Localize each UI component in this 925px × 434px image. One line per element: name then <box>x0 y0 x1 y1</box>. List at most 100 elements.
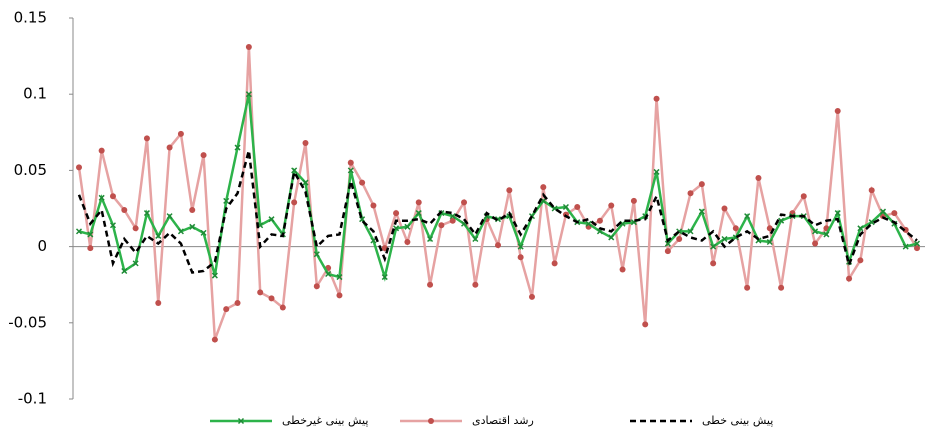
data-point <box>245 43 252 50</box>
data-point <box>732 225 739 232</box>
data-point <box>653 95 660 102</box>
series-line <box>77 46 919 340</box>
data-point <box>879 208 887 215</box>
data-point <box>653 168 660 175</box>
y-tick-label: 0.15 <box>14 9 47 27</box>
data-point <box>370 237 377 244</box>
data-point <box>449 213 456 220</box>
data-point <box>427 281 434 288</box>
data-point <box>710 243 717 250</box>
data-point <box>778 217 785 224</box>
data-point <box>211 272 218 279</box>
data-point <box>245 91 252 98</box>
data-point <box>336 274 343 281</box>
data-point <box>868 219 875 226</box>
data-point <box>302 179 309 186</box>
data-point <box>857 257 864 264</box>
data-point <box>495 242 501 249</box>
data-point <box>834 210 841 217</box>
data-point <box>177 130 184 137</box>
data-point <box>721 205 728 212</box>
data-point <box>381 274 388 281</box>
data-point <box>834 107 841 114</box>
legend-label: رشد اقتصادی <box>472 414 534 427</box>
data-point <box>223 197 230 204</box>
data-point <box>415 210 422 217</box>
data-point <box>664 240 671 247</box>
data-point <box>393 210 400 217</box>
data-point <box>200 229 207 236</box>
data-point <box>778 284 785 291</box>
data-point <box>200 152 207 159</box>
data-point <box>143 210 150 217</box>
data-point <box>415 199 422 206</box>
data-point <box>812 240 819 247</box>
data-point <box>823 231 830 238</box>
data-point <box>143 135 150 142</box>
data-point <box>812 228 819 235</box>
data-point <box>189 207 196 214</box>
data-point <box>766 225 773 232</box>
data-point <box>268 216 275 223</box>
data-point <box>370 202 377 209</box>
data-point <box>234 144 241 151</box>
legend-label: پیش بینی خطی <box>702 414 773 427</box>
data-point <box>121 267 128 275</box>
data-point <box>596 217 603 224</box>
data-point <box>800 193 807 200</box>
data-point <box>744 284 751 291</box>
data-point <box>710 260 717 267</box>
data-point <box>868 187 875 194</box>
data-point <box>914 245 920 252</box>
data-point <box>279 304 286 311</box>
data-point <box>540 184 547 191</box>
data-point <box>721 235 728 243</box>
data-point <box>87 231 94 238</box>
data-point <box>87 245 94 252</box>
data-point <box>755 175 762 182</box>
data-point <box>155 299 162 306</box>
y-tick-label: 0.05 <box>14 161 47 179</box>
data-point <box>574 203 581 210</box>
data-point <box>449 217 456 224</box>
data-point <box>177 228 184 235</box>
data-point <box>404 239 411 246</box>
data-point <box>109 193 116 200</box>
data-point <box>506 187 513 194</box>
data-point <box>687 190 694 197</box>
data-point <box>766 238 773 246</box>
data-point <box>132 260 139 267</box>
data-point <box>438 222 445 229</box>
data-point <box>630 197 637 204</box>
data-point <box>291 199 298 206</box>
data-point <box>913 240 921 247</box>
data-point <box>132 225 139 232</box>
data-point <box>857 225 864 232</box>
data-point <box>902 226 909 233</box>
legend-marker <box>428 418 434 424</box>
data-point <box>121 207 128 214</box>
data-point <box>109 222 117 229</box>
data-point <box>427 235 434 243</box>
data-point <box>551 260 558 267</box>
data-point <box>302 139 309 146</box>
data-point <box>336 292 343 299</box>
data-point <box>189 223 196 230</box>
data-point <box>891 210 898 217</box>
data-point <box>698 208 705 215</box>
data-point <box>461 199 468 206</box>
data-point <box>98 194 105 201</box>
data-point <box>404 223 411 230</box>
legend-label: پیش بینی غیرخطی <box>282 414 368 427</box>
data-point <box>687 228 694 235</box>
data-point <box>517 243 524 250</box>
data-point <box>76 164 82 171</box>
data-point <box>846 275 853 282</box>
data-point <box>313 251 320 258</box>
data-point <box>257 289 264 296</box>
data-point <box>166 213 173 220</box>
data-point <box>166 144 173 151</box>
data-point <box>155 232 162 239</box>
data-point <box>75 228 83 235</box>
